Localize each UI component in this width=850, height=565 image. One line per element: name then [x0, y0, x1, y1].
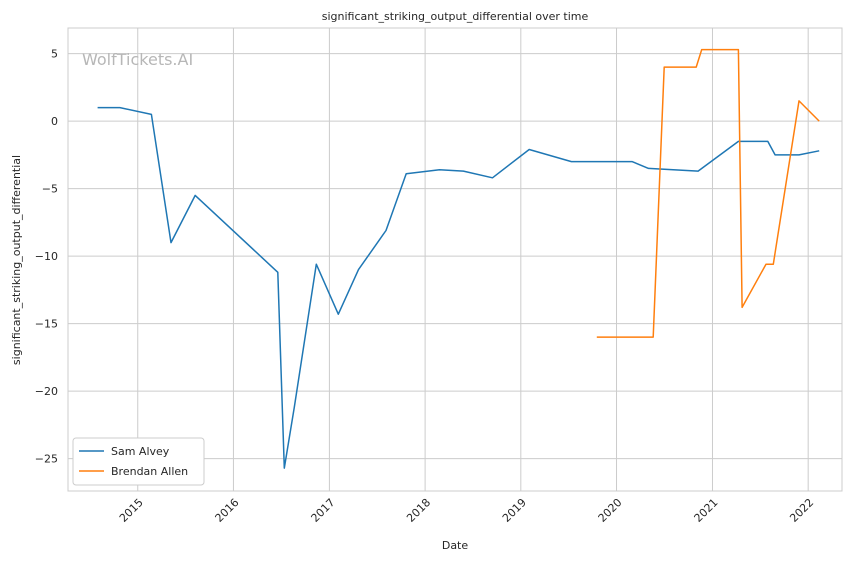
legend-label-brendan-allen: Brendan Allen [111, 465, 188, 478]
x-tick-labels: 2015 2016 2017 2018 2019 2020 2021 2022 [117, 496, 816, 525]
x-tick-label: 2016 [213, 496, 242, 525]
x-tick-label: 2022 [787, 496, 816, 525]
legend-label-sam-alvey: Sam Alvey [111, 445, 170, 458]
y-tick-labels: 5 0 −5 −10 −15 −20 −25 [35, 48, 58, 466]
x-tick-label: 2020 [596, 496, 625, 525]
y-tick-label: −5 [42, 183, 58, 196]
y-axis-label: significant_striking_output_differential [10, 155, 23, 365]
x-axis-label: Date [442, 539, 469, 552]
chart-title: significant_striking_output_differential… [322, 10, 589, 23]
plot-area-frame [67, 27, 843, 492]
y-tick-label: −20 [35, 385, 58, 398]
watermark: WolfTickets.AI [82, 50, 193, 69]
series-line-sam-alvey [97, 106, 820, 469]
y-tick-label: −10 [35, 250, 58, 263]
x-tick-label: 2017 [309, 496, 338, 525]
series-line-brendan-allen [596, 48, 820, 338]
x-tick-label: 2021 [692, 496, 721, 525]
y-tick-label: 5 [51, 48, 58, 61]
x-tick-label: 2015 [117, 496, 146, 525]
legend-box [72, 437, 205, 486]
grid [68, 28, 842, 491]
x-tick-label: 2018 [404, 496, 433, 525]
legend: Sam Alvey Brendan Allen [72, 437, 205, 486]
y-tick-label: −15 [35, 318, 58, 331]
x-tick-label: 2019 [500, 496, 529, 525]
y-tick-label: 0 [51, 115, 58, 128]
series-lines [97, 48, 820, 469]
y-tick-label: −25 [35, 453, 58, 466]
